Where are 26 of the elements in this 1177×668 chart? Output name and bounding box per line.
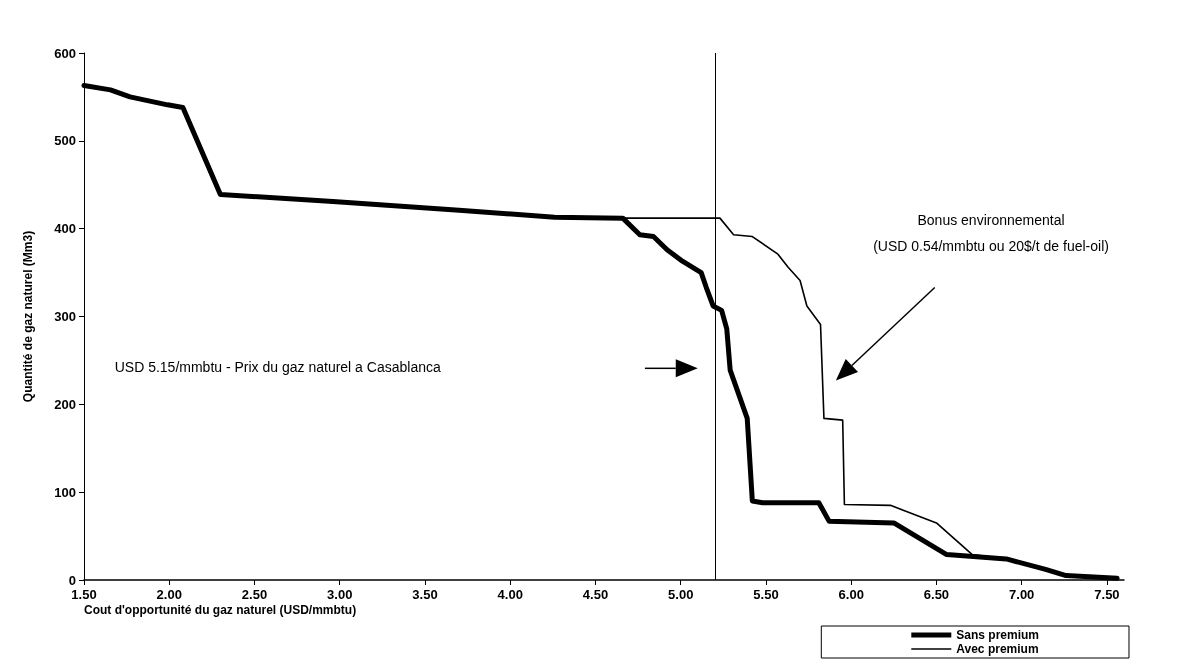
y-tick-label: 200 (54, 396, 76, 412)
x-tick-label: 7.00 (1009, 587, 1035, 602)
y-tick-label: 500 (54, 133, 76, 149)
y-tick-label: 100 (54, 484, 76, 500)
x-tick-label: 4.50 (582, 587, 609, 602)
legend-label: Avec premium (956, 642, 1039, 656)
x-tick-label: 5.50 (753, 587, 779, 602)
x-tick-label: 6.00 (838, 587, 864, 602)
x-tick-label: 6.50 (923, 587, 950, 602)
y-axis-title: Quantité de gaz naturel (Mm3) (21, 230, 35, 403)
x-tick-label: 5.00 (668, 587, 694, 602)
x-tick-label: 4.00 (497, 587, 523, 602)
y-tick-label: 300 (54, 309, 76, 324)
x-tick-label: 1.50 (71, 587, 97, 602)
x-tick-label: 3.00 (327, 587, 353, 602)
y-tick-label: 0 (68, 572, 76, 588)
y-tick-label: 400 (54, 221, 76, 237)
x-axis-title: Cout d'opportunité du gaz naturel (USD/mmbtu) (84, 603, 357, 617)
legend-label: Sans premium (956, 628, 1040, 642)
x-tick-label: 2.50 (241, 587, 268, 602)
x-tick-label: 2.00 (156, 587, 182, 602)
x-tick-label: 7.50 (1094, 587, 1120, 602)
y-tick-label: 600 (54, 45, 76, 61)
x-tick-label: 3.50 (412, 587, 438, 602)
annotation: USD 5.15/mmbtu - Prix du gaz naturel a Casablanca (114, 359, 441, 376)
annotation: Bonus environnemental (USD 0.54/mmbtu ou 20$/t de fuel-oil) (873, 212, 1109, 255)
